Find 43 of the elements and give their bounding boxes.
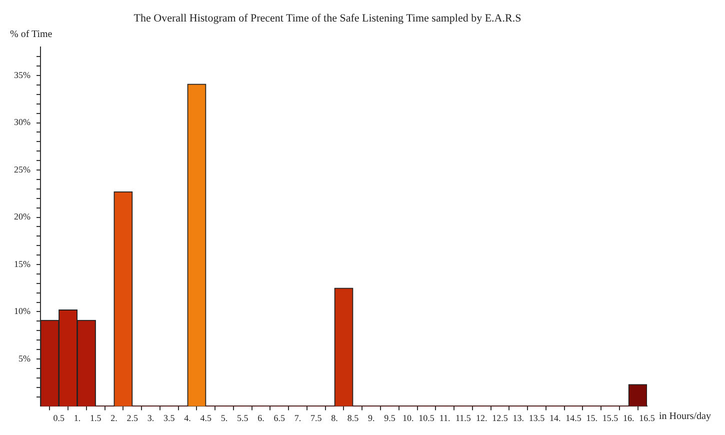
x-tick-label: 1.: [74, 412, 81, 423]
x-tick-label: 16.5: [639, 412, 656, 423]
x-tick-label: 12.: [476, 412, 488, 423]
y-tick-label: 25%: [14, 164, 31, 174]
x-axis-title: in Hours/day: [659, 410, 711, 422]
x-tick-label: 6.5: [274, 412, 286, 423]
x-tick-label: 10.: [402, 412, 414, 423]
x-tick-label: 1.5: [90, 412, 102, 423]
y-tick-label: 5%: [18, 353, 31, 364]
x-tick-label: 0.5: [53, 412, 65, 423]
x-tick-label: 10.5: [418, 412, 435, 423]
chart-title: The Overall Histogram of Precent Time of the Safe Listening Time sampled by E.A.R.S: [134, 12, 522, 24]
x-tick-label: 13.: [512, 412, 524, 423]
y-axis-title: % of Time: [10, 28, 53, 40]
x-tick-label: 8.: [331, 412, 338, 423]
x-tick-label: 8.5: [347, 412, 360, 423]
x-tick-label: 15.: [586, 412, 598, 423]
x-tick-label: 5.5: [237, 412, 249, 423]
x-tick-label: 4.: [184, 412, 191, 423]
y-tick-label: 35%: [14, 70, 31, 80]
x-tick-label: 12.5: [492, 412, 508, 423]
x-tick-label: 2.: [110, 412, 118, 423]
x-tick-label: 4.5: [200, 412, 212, 423]
x-tick-label: 3.5: [164, 412, 176, 423]
x-tick-label: 2.5: [126, 412, 139, 423]
x-tick-label: 6.: [258, 412, 264, 423]
y-tick-label: 15%: [14, 258, 31, 269]
x-tick-label: 9.: [368, 412, 375, 423]
y-tick-label: 20%: [14, 212, 31, 222]
x-tick-label: 14.5: [566, 412, 582, 423]
x-tick-label: 13.5: [528, 412, 546, 423]
x-tick-label: 3.: [147, 412, 154, 423]
x-tick-label: 14.: [549, 412, 561, 423]
x-tick-label: 11.5: [456, 412, 472, 423]
x-tick-label: 7.: [294, 412, 302, 423]
x-tick-label: 16.: [622, 412, 634, 423]
y-tick-label: 10%: [14, 306, 31, 316]
x-tick-label: 11.: [439, 412, 450, 423]
x-tick-label: 7.5: [310, 412, 322, 423]
x-tick-label: 15.5: [602, 412, 619, 423]
x-tick-label: 9.5: [384, 412, 396, 423]
x-tick-label: 5.: [220, 412, 228, 423]
y-tick-label: 30%: [14, 117, 31, 128]
